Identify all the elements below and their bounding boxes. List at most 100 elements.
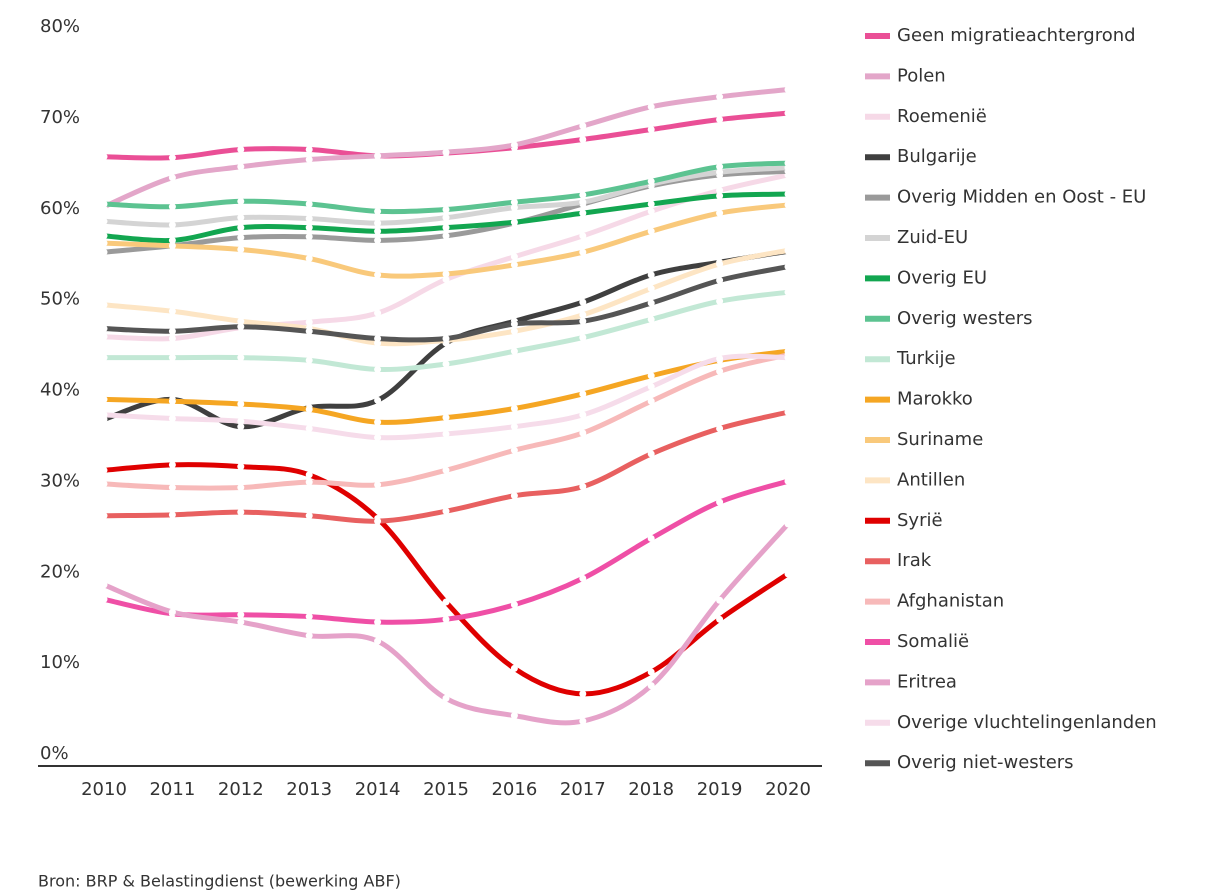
point: [237, 323, 245, 331]
point: [237, 163, 245, 171]
point: [510, 253, 518, 261]
point: [647, 271, 655, 279]
point: [168, 236, 176, 244]
point: [510, 492, 518, 500]
point: [579, 136, 587, 144]
point: [647, 372, 655, 380]
point: [168, 414, 176, 422]
point: [716, 367, 724, 375]
point: [237, 197, 245, 205]
point: [305, 215, 313, 223]
point: [374, 365, 382, 373]
point: [305, 356, 313, 364]
point: [579, 298, 587, 306]
point: [305, 471, 313, 479]
point: [579, 191, 587, 199]
point: [442, 694, 450, 702]
point: [442, 224, 450, 232]
series-line: [103, 87, 789, 210]
point: [100, 248, 108, 256]
point: [579, 717, 587, 725]
point: [647, 227, 655, 235]
point: [510, 404, 518, 412]
point: [237, 508, 245, 516]
source: Bron: BRP & Belastingdienst (bewerking A…: [38, 872, 401, 891]
legend-label: Polen: [897, 65, 946, 86]
point: [100, 512, 108, 520]
point: [168, 397, 176, 405]
series-line: [103, 522, 790, 726]
point: [168, 608, 176, 616]
point: [716, 297, 724, 305]
point: [510, 446, 518, 454]
point: [100, 232, 108, 240]
point: [374, 418, 382, 426]
point: [168, 242, 176, 250]
point: [579, 334, 587, 342]
y-tick-label: 20%: [40, 561, 80, 582]
point: [716, 116, 724, 124]
point: [237, 145, 245, 153]
point: [374, 517, 382, 525]
legend-label: Roemenië: [897, 106, 987, 127]
point: [305, 200, 313, 208]
point: [784, 570, 792, 578]
point: [510, 320, 518, 328]
y-tick-label: 80%: [40, 16, 80, 37]
series-line: [103, 353, 789, 441]
point: [305, 318, 313, 326]
point: [716, 93, 724, 101]
legend-label: Zuid-EU: [897, 227, 968, 248]
point: [647, 177, 655, 185]
point: [442, 214, 450, 222]
legend-label: Eritrea: [897, 671, 957, 692]
x-tick-label: 2018: [628, 779, 674, 800]
x-tick-label: 2019: [697, 779, 743, 800]
legend-label: Antillen: [897, 469, 965, 490]
point: [647, 299, 655, 307]
legend-label: Bulgarije: [897, 146, 977, 167]
point: [442, 205, 450, 213]
point: [716, 355, 724, 363]
point: [579, 574, 587, 582]
point: [305, 145, 313, 153]
legend-label: Overig EU: [897, 267, 987, 288]
point: [374, 236, 382, 244]
point: [510, 664, 518, 672]
point: [647, 682, 655, 690]
point: [374, 309, 382, 317]
point: [305, 233, 313, 241]
point: [716, 163, 724, 171]
point: [305, 405, 313, 413]
point: [100, 581, 108, 589]
point: [647, 383, 655, 391]
point: [510, 601, 518, 609]
point: [374, 335, 382, 343]
x-tick-label: 2020: [765, 779, 811, 800]
point: [442, 275, 450, 283]
point: [305, 255, 313, 263]
point: [168, 354, 176, 362]
point: [442, 270, 450, 278]
point: [305, 632, 313, 640]
legend-label: Overig westers: [897, 308, 1033, 329]
point: [100, 354, 108, 362]
point: [784, 288, 792, 296]
point: [647, 315, 655, 323]
legend-label: Turkije: [896, 348, 956, 369]
point: [237, 234, 245, 242]
point: [510, 198, 518, 206]
point: [237, 245, 245, 253]
point: [784, 201, 792, 209]
point: [305, 155, 313, 163]
point: [442, 360, 450, 368]
point: [100, 200, 108, 208]
point: [374, 219, 382, 227]
point: [510, 141, 518, 149]
point: [374, 618, 382, 626]
point: [237, 214, 245, 222]
point: [647, 207, 655, 215]
point: [374, 396, 382, 404]
point: [442, 430, 450, 438]
